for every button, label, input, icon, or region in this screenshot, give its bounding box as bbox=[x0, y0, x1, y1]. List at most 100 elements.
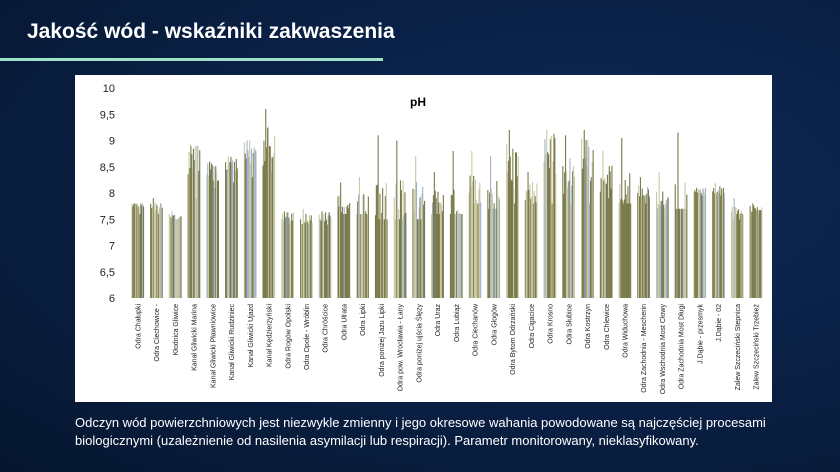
bar bbox=[403, 214, 405, 298]
bar bbox=[713, 188, 715, 298]
bar bbox=[477, 203, 479, 298]
bar bbox=[225, 162, 227, 298]
bar bbox=[366, 214, 368, 298]
bar bbox=[643, 197, 645, 298]
bar bbox=[667, 197, 669, 298]
bar bbox=[432, 202, 434, 298]
bar bbox=[721, 188, 723, 298]
bar bbox=[567, 182, 569, 298]
bar bbox=[438, 202, 440, 298]
bar bbox=[435, 198, 437, 298]
x-tick-label: Odra Bytom Odrzański bbox=[510, 304, 517, 375]
bar bbox=[405, 212, 407, 298]
bar bbox=[548, 154, 550, 298]
bar bbox=[264, 161, 266, 298]
bar bbox=[382, 188, 384, 298]
bar bbox=[141, 205, 143, 298]
bar bbox=[461, 214, 463, 298]
bar bbox=[509, 156, 511, 298]
bar bbox=[231, 163, 233, 298]
bar bbox=[661, 200, 663, 298]
bar bbox=[564, 172, 566, 298]
bar bbox=[697, 192, 699, 298]
bar bbox=[604, 178, 606, 298]
bar bbox=[459, 214, 461, 298]
bar bbox=[489, 192, 491, 298]
bar bbox=[602, 151, 604, 298]
bar bbox=[311, 222, 313, 298]
bar-cluster bbox=[262, 109, 276, 299]
x-tick-label: Odra Chałupki bbox=[135, 304, 142, 349]
bar bbox=[244, 153, 246, 298]
bar bbox=[606, 184, 608, 298]
bar bbox=[637, 192, 639, 298]
bar bbox=[626, 203, 628, 298]
bar bbox=[234, 171, 236, 298]
x-tick-label: Odra Słubice bbox=[566, 304, 573, 345]
bar bbox=[376, 184, 378, 298]
bar bbox=[629, 173, 631, 298]
bar bbox=[606, 174, 608, 298]
bar bbox=[309, 220, 311, 298]
bar bbox=[193, 159, 195, 298]
bar bbox=[699, 189, 701, 298]
bar bbox=[493, 203, 495, 298]
bar-cluster bbox=[506, 130, 519, 298]
bar bbox=[292, 212, 294, 298]
bar bbox=[555, 173, 557, 298]
caption: Odczyn wód powierzchniowych jest niezwyk… bbox=[75, 415, 766, 448]
bar bbox=[676, 208, 678, 299]
bar-cluster bbox=[712, 182, 725, 298]
bar bbox=[449, 214, 451, 298]
bar-cluster bbox=[281, 211, 294, 298]
bar bbox=[704, 193, 706, 298]
bar bbox=[250, 148, 252, 298]
bar bbox=[736, 214, 738, 298]
x-tick-label: Odra Ułrata bbox=[342, 304, 349, 340]
bar bbox=[321, 211, 323, 298]
bar bbox=[291, 213, 293, 298]
bar bbox=[208, 176, 210, 298]
bar bbox=[322, 218, 324, 298]
bar bbox=[343, 207, 345, 298]
bar bbox=[394, 219, 396, 299]
bar bbox=[404, 192, 406, 298]
bar bbox=[441, 204, 443, 298]
bar bbox=[441, 211, 443, 298]
bar bbox=[543, 161, 545, 298]
x-tick-label: Odra Chlewice bbox=[604, 304, 611, 350]
bar bbox=[734, 206, 736, 298]
bar bbox=[268, 145, 270, 298]
bar bbox=[566, 187, 568, 298]
bar bbox=[442, 195, 444, 298]
bar bbox=[416, 219, 418, 299]
bar bbox=[603, 180, 605, 298]
bar bbox=[423, 204, 425, 298]
bar bbox=[243, 142, 245, 298]
x-tick-label: Odra Lubiąż bbox=[454, 304, 461, 343]
bar-cluster bbox=[318, 211, 332, 298]
bar bbox=[712, 191, 714, 298]
bar bbox=[499, 199, 501, 298]
y-tick-label: 9 bbox=[109, 136, 115, 148]
bar bbox=[705, 187, 707, 298]
bar bbox=[158, 214, 160, 298]
bar-cluster bbox=[243, 140, 257, 298]
bar bbox=[675, 208, 677, 299]
bar bbox=[530, 198, 532, 298]
bar bbox=[190, 145, 192, 298]
bar bbox=[132, 206, 134, 298]
bar bbox=[198, 170, 200, 298]
bar bbox=[586, 165, 588, 298]
bar bbox=[490, 188, 492, 298]
bar bbox=[573, 177, 575, 298]
bar bbox=[450, 194, 452, 298]
bar bbox=[143, 206, 145, 298]
bar bbox=[377, 135, 379, 298]
bar bbox=[528, 190, 530, 298]
bar bbox=[418, 207, 420, 298]
x-tick-label: Odra Chróścice bbox=[323, 304, 330, 353]
bar bbox=[657, 203, 659, 298]
bar bbox=[554, 138, 556, 298]
bar bbox=[510, 179, 512, 298]
